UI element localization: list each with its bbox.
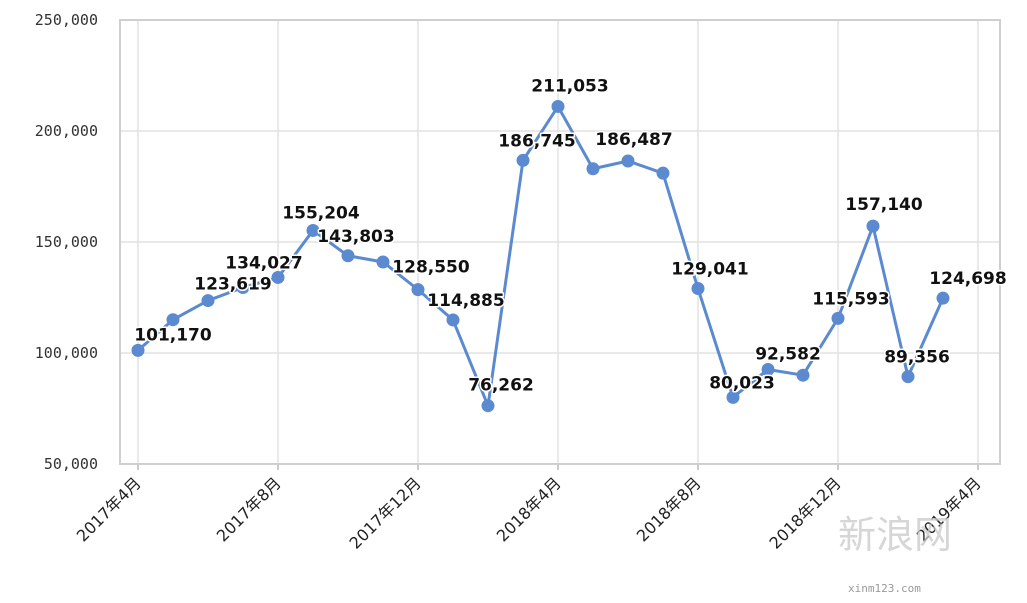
data-label: 134,027 (225, 253, 302, 273)
data-point (761, 362, 775, 376)
data-label: 101,170 (134, 325, 212, 345)
data-label: 157,140 (845, 195, 923, 215)
data-point (901, 370, 915, 384)
data-point (446, 313, 460, 327)
x-tick-label: 2017年12月 (346, 473, 425, 552)
data-point (236, 281, 250, 295)
data-point (341, 249, 355, 263)
x-tick-label: 2017年4月 (73, 473, 145, 545)
data-point (166, 313, 180, 327)
y-tick-label: 250,000 (35, 11, 98, 29)
data-point (621, 154, 635, 168)
data-point (376, 255, 390, 269)
data-point (551, 99, 565, 113)
y-tick-label: 50,000 (44, 455, 98, 473)
watermark-url: xinm123.com (848, 582, 921, 595)
data-point (936, 291, 950, 305)
data-label: 143,803 (317, 227, 394, 247)
data-point (201, 294, 215, 308)
data-label: 76,262 (468, 376, 534, 396)
data-point (516, 153, 530, 167)
axes: 50,000 100,000 150,000 200,000 250,000 2017年4… (35, 11, 1001, 553)
data-point (796, 368, 810, 382)
data-point (306, 223, 320, 237)
watermark: 新浪网 xinm123.com (838, 513, 952, 595)
y-tick-label: 200,000 (35, 122, 98, 140)
data-point (656, 166, 670, 180)
x-tick-label: 2018年8月 (633, 473, 705, 545)
data-label: 128,550 (392, 258, 470, 278)
data-label: 155,204 (282, 203, 360, 223)
data-label: 92,582 (755, 344, 821, 364)
data-label: 186,745 (498, 131, 575, 151)
data-point (586, 162, 600, 176)
x-tick-label: 2018年4月 (493, 473, 565, 545)
data-point (831, 311, 845, 325)
data-label: 114,885 (427, 291, 504, 311)
y-tick-label: 150,000 (35, 233, 98, 251)
data-label: 186,487 (595, 130, 672, 150)
data-label: 115,593 (812, 289, 889, 309)
y-tick-label: 100,000 (35, 344, 98, 362)
data-point (481, 399, 495, 413)
data-points (131, 99, 950, 413)
data-point (131, 343, 145, 357)
data-label: 129,041 (671, 260, 748, 280)
data-label: 89,356 (884, 348, 950, 368)
data-label: 124,698 (929, 269, 1006, 289)
data-point (411, 283, 425, 297)
data-label: 123,619 (194, 275, 271, 295)
data-label: 80,023 (709, 373, 775, 393)
data-label: 211,053 (531, 76, 608, 96)
data-point (271, 270, 285, 284)
data-point (726, 390, 740, 404)
data-point (691, 282, 705, 296)
x-tick-label: 2018年12月 (766, 473, 845, 552)
data-point (866, 219, 880, 233)
plot-frame (119, 19, 1001, 465)
x-tick-label: 2017年8月 (213, 473, 285, 545)
watermark-logo: 新浪网 (838, 513, 952, 557)
